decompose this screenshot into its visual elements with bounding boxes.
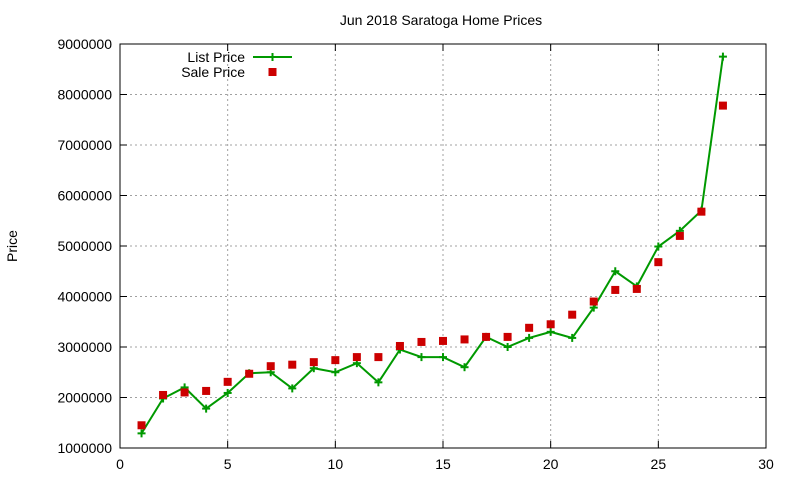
list-price-point [546, 327, 555, 336]
sale-price-point [137, 421, 146, 430]
y-tick-label: 4000000 [57, 289, 112, 305]
list-price-point [718, 52, 727, 61]
list-price-point [223, 388, 232, 397]
y-tick-label: 7000000 [57, 137, 112, 153]
legend-item-list-price: List Price [187, 49, 292, 65]
series-layer [137, 52, 727, 438]
sale-price-point [654, 258, 663, 267]
list-price-point [503, 343, 512, 351]
list-price-point [331, 368, 340, 377]
sale-price-point [245, 369, 254, 378]
list-price-point [374, 378, 383, 387]
sale-price-point [439, 336, 447, 345]
y-tick-label: 6000000 [57, 188, 112, 204]
list-price-point [568, 333, 577, 342]
sale-price-point [482, 332, 491, 341]
list-price-point [202, 404, 211, 413]
x-tick-label: 5 [224, 456, 232, 472]
sale-price-point [180, 388, 189, 397]
sale-price-point [525, 323, 534, 332]
sale-price-point [632, 284, 641, 293]
sale-price-point [202, 386, 211, 395]
tick-layer: 0 5 10 15 20 25 30 1000000 2000000 3000000 4000000… [57, 36, 774, 472]
x-tick-label: 0 [116, 456, 124, 472]
sale-price-point [589, 297, 598, 306]
series-2 [137, 101, 727, 430]
y-tick-label: 9000000 [57, 36, 112, 52]
y-tick-label: 5000000 [57, 238, 112, 254]
y-tick-label: 1000000 [57, 440, 112, 456]
sale-price-point [331, 356, 340, 365]
y-tick-label: 3000000 [57, 339, 112, 355]
sale-price-point [546, 320, 555, 329]
list-price-point [288, 384, 297, 393]
list-price-point [611, 267, 620, 276]
grid-layer [120, 44, 766, 448]
sale-price-point [675, 231, 684, 240]
sale-price-point [159, 390, 168, 399]
legend-label-sale-price: Sale Price [181, 64, 245, 80]
sale-price-point [374, 353, 383, 362]
sale-price-point [352, 353, 361, 362]
sale-price-point [266, 362, 275, 371]
sale-price-point [503, 332, 512, 341]
y-tick-label: 8000000 [57, 87, 112, 103]
legend-marker-sale-price [268, 68, 277, 76]
sale-price-point [611, 285, 620, 294]
x-tick-label: 15 [435, 456, 451, 472]
list-price-point [654, 242, 663, 251]
sale-price-point [309, 358, 318, 367]
sale-price-point [223, 377, 232, 386]
list-price-point [525, 333, 534, 342]
list-price-point [417, 353, 426, 362]
x-tick-label: 20 [543, 456, 559, 472]
sale-price-point [417, 337, 426, 346]
sale-price-point [395, 341, 404, 350]
list-price-point [460, 363, 469, 372]
x-tick-label: 10 [328, 456, 344, 472]
list-price-point [137, 429, 146, 438]
sale-price-point [568, 310, 577, 319]
y-tick-label: 2000000 [57, 390, 112, 406]
sale-price-point [697, 207, 706, 216]
legend-label-list-price: List Price [187, 49, 245, 65]
chart-title: Jun 2018 Saratoga Home Prices [340, 12, 542, 28]
list-price-point [439, 353, 447, 362]
legend-marker-list-price [268, 53, 277, 61]
y-axis-label: Price [4, 230, 20, 262]
series-1 [137, 52, 727, 438]
x-tick-label: 25 [651, 456, 667, 472]
plot-frame [119, 43, 767, 449]
sale-price-point [288, 360, 297, 369]
x-tick-label: 30 [758, 456, 774, 472]
sale-price-point [718, 101, 727, 110]
legend-item-sale-price: Sale Price [181, 64, 277, 80]
list-price-line [140, 56, 724, 434]
sale-price-point [460, 335, 469, 344]
